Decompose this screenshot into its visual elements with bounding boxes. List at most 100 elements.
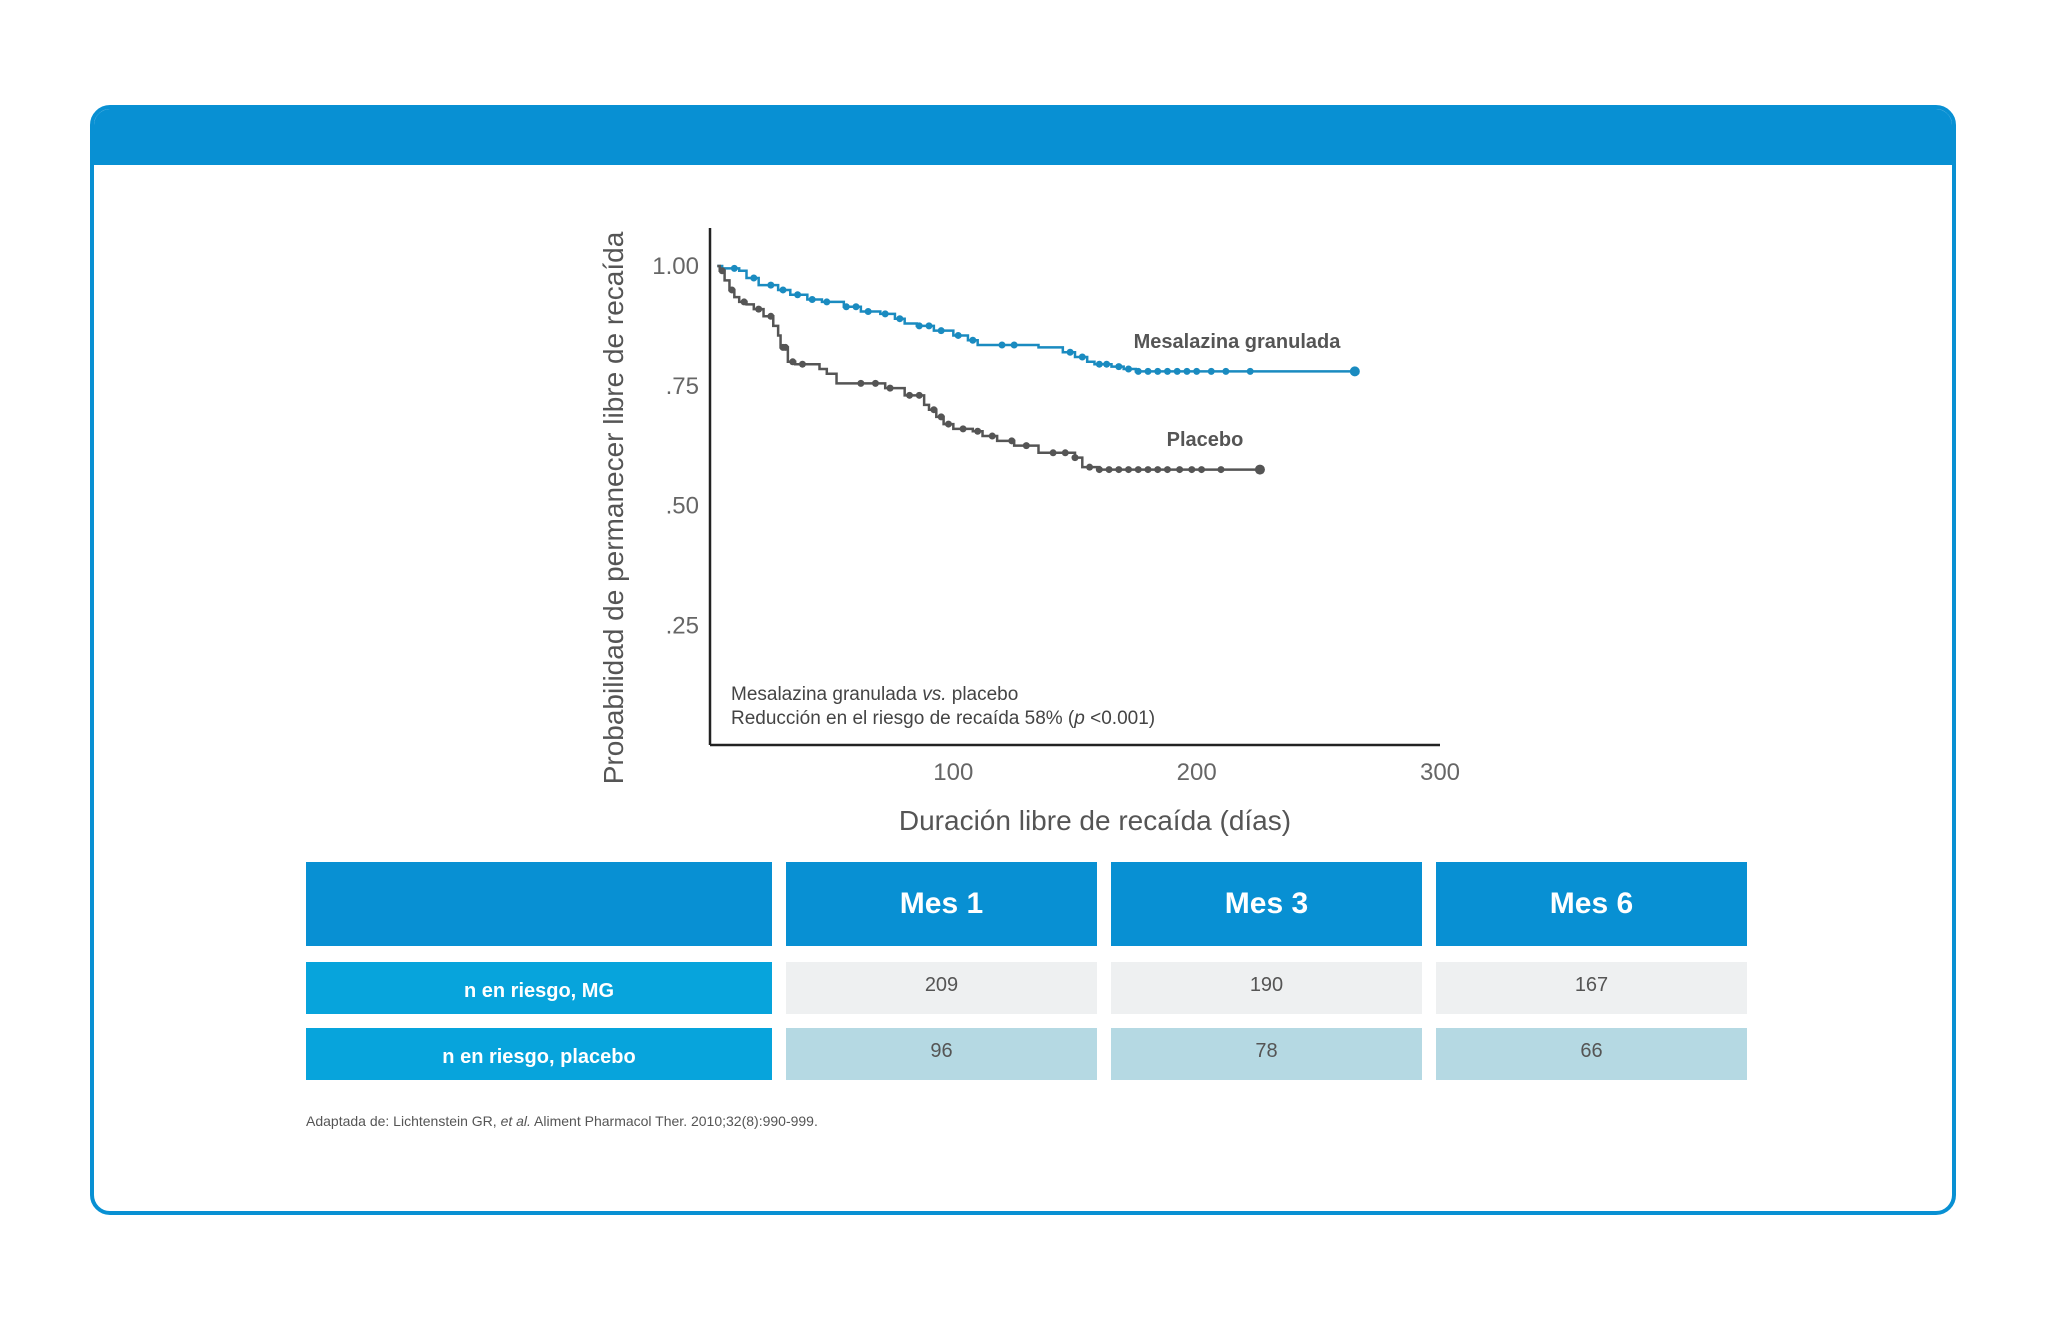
censor-mark	[1103, 360, 1111, 368]
censor-mark	[1222, 367, 1230, 375]
annotation-line-2: Reducción en el riesgo de recaída 58% (p…	[731, 708, 1155, 729]
chart-axes	[708, 228, 1440, 747]
censor-mark	[937, 413, 945, 421]
censor-mark	[969, 336, 977, 344]
y-tick-label: 1.00	[652, 253, 699, 280]
y-axis-title: Probabilidad de permanecer libre de reca…	[598, 231, 629, 784]
censor-mark	[852, 303, 860, 311]
y-tick-label: .50	[666, 493, 699, 520]
censor-mark	[808, 296, 816, 304]
censor-mark	[1022, 442, 1030, 450]
table-header-mes-6: Mes 6	[1436, 862, 1747, 946]
survival-step-line	[717, 264, 1355, 373]
censor-mark	[988, 432, 996, 440]
censor-mark	[930, 406, 938, 414]
row-label-mg: n en riesgo, MG	[306, 962, 772, 1014]
censor-mark	[1254, 464, 1265, 475]
x-ticks: 100 200 300	[933, 759, 1460, 786]
cell-mg-mes-1: 209	[786, 962, 1097, 1014]
censor-mark	[1125, 365, 1133, 373]
censor-mark	[864, 308, 872, 316]
censor-mark	[1144, 367, 1152, 375]
censor-mark	[1115, 466, 1123, 474]
cell-placebo-mes-6: 66	[1436, 1028, 1747, 1080]
censor-mark	[1176, 466, 1184, 474]
censor-mark	[1207, 367, 1215, 375]
censor-mark	[1078, 353, 1086, 361]
censor-mark	[1105, 466, 1113, 474]
censor-mark	[1134, 367, 1142, 375]
source-citation: Adaptada de: Lichtenstein GR, et al. Ali…	[306, 1113, 818, 1129]
censor-mark	[937, 327, 945, 335]
censor-mark	[959, 425, 967, 433]
series-mesalazina	[717, 264, 1360, 377]
censor-mark	[925, 322, 933, 330]
table-header-mes-3: Mes 3	[1111, 862, 1422, 946]
censor-mark	[728, 286, 736, 294]
cell-placebo-mes-3: 78	[1111, 1028, 1422, 1080]
censor-mark	[794, 291, 802, 299]
cell-mg-mes-6: 167	[1436, 962, 1747, 1014]
censor-mark	[1010, 341, 1018, 349]
censor-mark	[718, 267, 726, 275]
censor-mark	[730, 264, 738, 272]
censor-mark	[781, 343, 789, 351]
censor-mark	[1163, 367, 1171, 375]
y-tick-label: .75	[666, 373, 699, 400]
series-label-placebo: Placebo	[1167, 429, 1244, 451]
x-axis-title: Duración libre de recaída (días)	[899, 805, 1291, 836]
censor-mark	[755, 305, 763, 313]
cell-placebo-mes-1: 96	[786, 1028, 1097, 1080]
censor-mark	[1086, 463, 1094, 471]
censor-mark	[1095, 466, 1103, 474]
censor-mark	[1163, 466, 1171, 474]
censor-mark	[1193, 367, 1201, 375]
censor-mark	[1066, 348, 1074, 356]
series-layer	[717, 264, 1360, 475]
card-header-bar	[94, 109, 1952, 165]
censor-mark	[1061, 449, 1069, 457]
annotation-line-1: Mesalazina granulada vs. placebo	[731, 684, 1018, 705]
censor-mark	[896, 315, 904, 323]
censor-mark	[1095, 360, 1103, 368]
censor-mark	[750, 274, 758, 282]
censor-mark	[1188, 466, 1196, 474]
censor-mark	[1008, 437, 1016, 445]
censor-mark	[915, 322, 923, 330]
censor-mark	[798, 360, 806, 368]
censor-mark	[789, 358, 797, 366]
censor-mark	[740, 298, 748, 306]
censor-mark	[998, 341, 1006, 349]
x-tick-label: 300	[1420, 759, 1460, 786]
censor-mark	[974, 427, 982, 435]
censor-mark	[881, 310, 889, 318]
censor-mark	[1154, 367, 1162, 375]
censor-mark	[857, 379, 865, 387]
km-chart: 100 200 300 1.00 .75 .50 .25 Duración libre d…	[598, 228, 1460, 836]
censor-mark	[842, 303, 850, 311]
censor-mark	[1115, 363, 1123, 371]
x-tick-label: 200	[1177, 759, 1217, 786]
cell-mg-mes-3: 190	[1111, 962, 1422, 1014]
censor-mark	[1134, 466, 1142, 474]
censor-mark	[1144, 466, 1152, 474]
censor-mark	[1217, 466, 1225, 474]
censor-mark	[915, 391, 923, 399]
censor-mark	[906, 391, 914, 399]
censor-mark	[823, 298, 831, 306]
censor-mark	[1183, 367, 1191, 375]
censor-mark	[871, 379, 879, 387]
censor-mark	[954, 331, 962, 339]
censor-mark	[1173, 367, 1181, 375]
series-label-mesalazina: Mesalazina granulada	[1134, 331, 1342, 353]
censor-mark	[1349, 366, 1360, 377]
y-tick-label: .25	[666, 612, 699, 639]
table-header-mes-1: Mes 1	[786, 862, 1097, 946]
censor-mark	[886, 384, 894, 392]
censor-mark	[1246, 367, 1254, 375]
censor-mark	[1154, 466, 1162, 474]
censor-mark	[1049, 449, 1057, 457]
y-ticks: 1.00 .75 .50 .25	[652, 253, 699, 639]
censor-mark	[1198, 466, 1206, 474]
censor-mark	[767, 312, 775, 320]
